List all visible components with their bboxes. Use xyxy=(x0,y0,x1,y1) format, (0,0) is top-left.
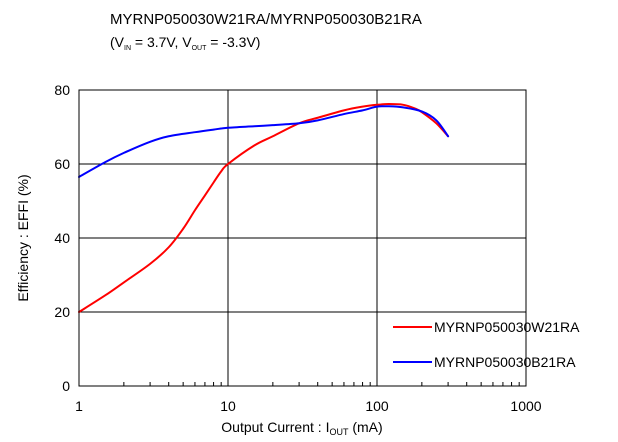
legend-label: MYRNP050030B21RA xyxy=(434,354,576,370)
series-line xyxy=(78,105,450,178)
x-tick-label: 100 xyxy=(365,398,389,414)
series-line xyxy=(78,103,450,313)
x-axis-label: Output Current : IOUT (mA) xyxy=(221,419,382,437)
x-tick-labels: 1 10 100 1000 xyxy=(75,398,542,414)
legend-label: MYRNP050030W21RA xyxy=(434,319,580,335)
y-axis-label: Efficiency : EFFI (%) xyxy=(15,174,31,301)
y-tick-label: 20 xyxy=(54,304,70,320)
y-tick-label: 60 xyxy=(54,156,70,172)
y-tick-label: 40 xyxy=(54,230,70,246)
legend: MYRNP050030W21RA MYRNP050030B21RA xyxy=(393,319,580,370)
x-tick-label: 10 xyxy=(220,398,236,414)
series-lines xyxy=(78,103,450,313)
x-tick-label: 1000 xyxy=(510,398,541,414)
x-tick-label: 1 xyxy=(75,398,83,414)
plot-frame xyxy=(78,89,527,387)
chart-title: MYRNP050030W21RA/MYRNP050030B21RA xyxy=(110,11,422,28)
y-tick-labels: 0 20 40 60 80 xyxy=(54,82,70,394)
y-tick-label: 0 xyxy=(62,378,70,394)
y-tick-label: 80 xyxy=(54,82,70,98)
grid-lines xyxy=(79,90,526,386)
chart-subtitle: (VIN = 3.7V, VOUT = -3.3V) xyxy=(110,34,260,52)
